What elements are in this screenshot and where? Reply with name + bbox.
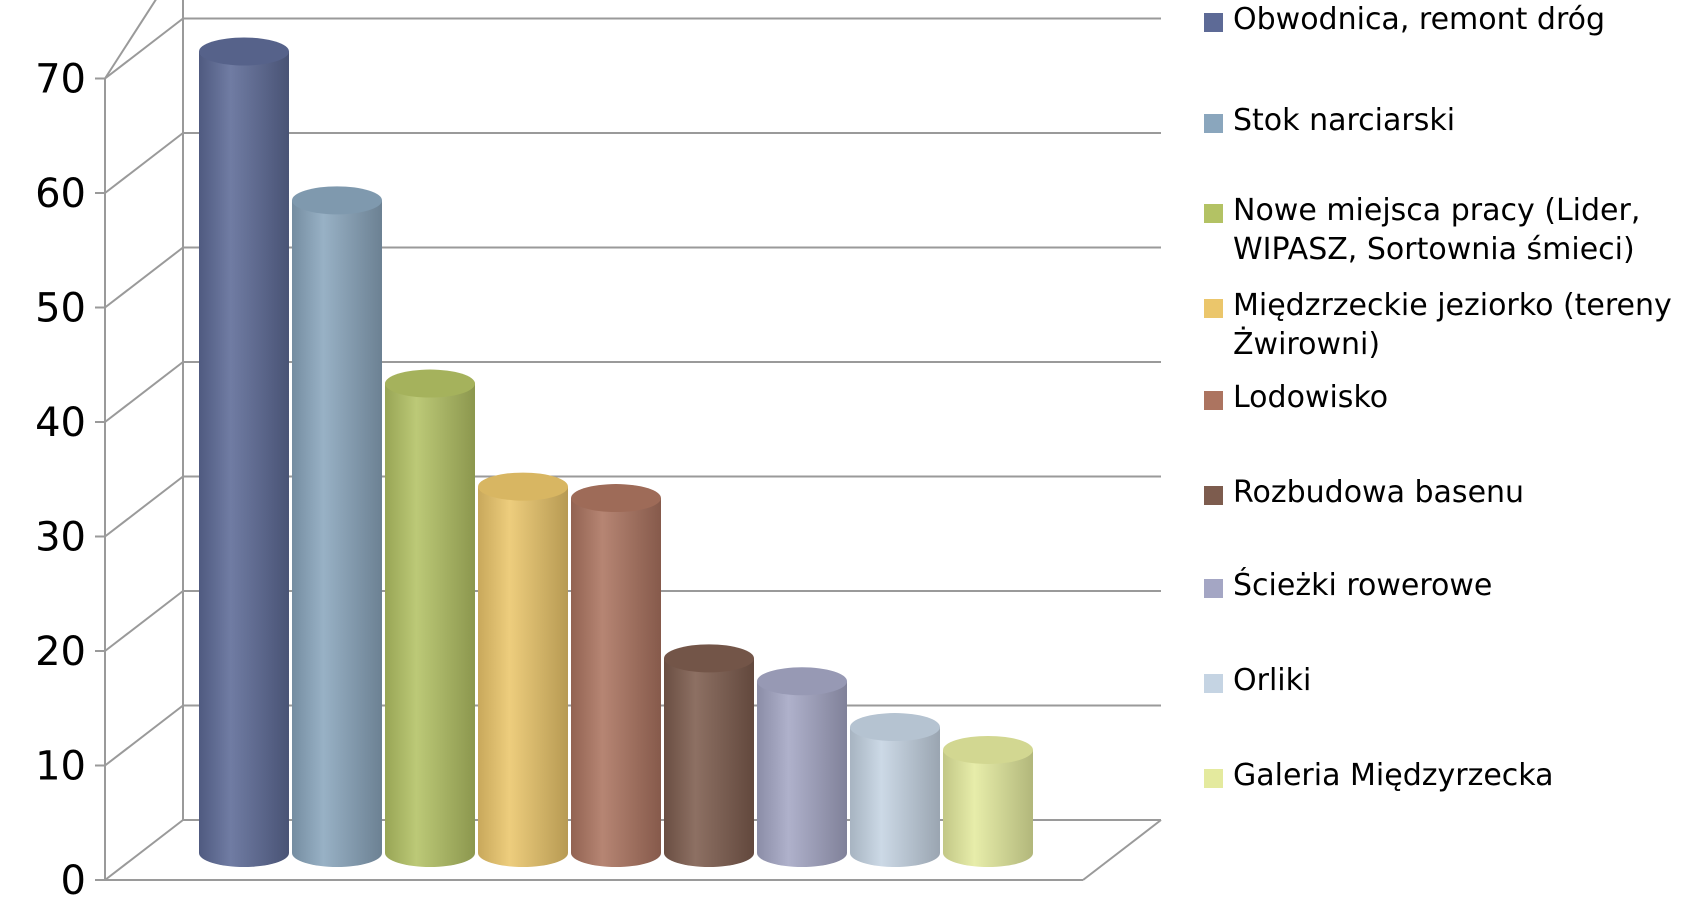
legend-label: Nowe miejsca pracy (Lider, WIPASZ, Sorto… bbox=[1233, 193, 1641, 267]
floor-right-edge bbox=[1082, 819, 1162, 881]
bar bbox=[385, 369, 475, 867]
legend-label: Ścieżki rowerowe bbox=[1233, 568, 1493, 603]
bar-body bbox=[478, 486, 568, 867]
legend: Obwodnica, remont dróg Stok narciarski Now… bbox=[1204, 0, 1698, 903]
bar-body bbox=[199, 51, 289, 867]
bar-top bbox=[478, 472, 568, 501]
legend-swatch bbox=[1204, 204, 1223, 223]
legend-item: Nowe miejsca pracy (Lider, WIPASZ, Sorto… bbox=[1204, 191, 1673, 269]
gridline-diagonal bbox=[104, 17, 184, 80]
gridline-diagonal bbox=[104, 0, 157, 80]
bar bbox=[292, 186, 382, 867]
y-tick-label: 50 bbox=[35, 286, 86, 332]
legend-item: Rozbudowa basenu bbox=[1204, 473, 1673, 512]
legend-item: Stok narciarski bbox=[1204, 101, 1673, 140]
bar-top bbox=[571, 484, 661, 513]
gridline-diagonal bbox=[104, 132, 184, 194]
y-tick-label: 0 bbox=[61, 858, 86, 903]
bar-top bbox=[292, 186, 382, 215]
legend-swatch bbox=[1204, 579, 1223, 598]
legend-swatch bbox=[1204, 299, 1223, 318]
gridline-diagonal bbox=[104, 475, 184, 538]
bar-top bbox=[664, 644, 754, 673]
y-tick-label: 20 bbox=[35, 629, 86, 675]
chart-walls bbox=[104, 0, 1162, 881]
bar bbox=[199, 37, 289, 867]
bar-body bbox=[943, 749, 1033, 867]
gridline-diagonal bbox=[104, 246, 184, 309]
y-tick-label: 60 bbox=[35, 171, 86, 217]
legend-label: Orliki bbox=[1233, 663, 1312, 698]
legend-label: Lodowisko bbox=[1233, 380, 1389, 415]
y-tick-label: 10 bbox=[35, 744, 86, 790]
bars bbox=[199, 37, 1033, 867]
bar-top bbox=[757, 667, 847, 696]
legend-item: Międzrzeckie jeziorko (tereny Żwirowni) bbox=[1204, 286, 1673, 364]
bar-top bbox=[385, 369, 475, 398]
gridline-diagonal bbox=[104, 819, 184, 881]
legend-item: Orliki bbox=[1204, 661, 1673, 700]
legend-label: Rozbudowa basenu bbox=[1233, 475, 1525, 510]
bar-body bbox=[292, 200, 382, 867]
legend-item: Ścieżki rowerowe bbox=[1204, 566, 1673, 605]
bar bbox=[943, 735, 1033, 867]
legend-label: Stok narciarski bbox=[1233, 103, 1456, 138]
legend-item: Lodowisko bbox=[1204, 378, 1673, 417]
legend-item: Obwodnica, remont dróg bbox=[1204, 0, 1673, 39]
y-axis: 0 10 20 30 40 50 60 70 bbox=[35, 57, 105, 903]
gridline-diagonal bbox=[104, 704, 184, 767]
legend-swatch bbox=[1204, 13, 1223, 32]
legend-swatch bbox=[1204, 769, 1223, 788]
bar-top bbox=[943, 735, 1033, 764]
legend-label: Obwodnica, remont dróg bbox=[1233, 2, 1606, 37]
bar-top bbox=[850, 713, 940, 742]
y-tick-label: 40 bbox=[35, 400, 86, 446]
bar-body bbox=[571, 498, 661, 867]
legend-swatch bbox=[1204, 114, 1223, 133]
bar bbox=[478, 472, 568, 867]
bar-body bbox=[757, 681, 847, 867]
legend-label: Galeria Międzyrzecka bbox=[1233, 758, 1554, 793]
bar bbox=[850, 713, 940, 867]
legend-label: Międzrzeckie jeziorko (tereny Żwirowni) bbox=[1233, 288, 1672, 362]
bar bbox=[571, 484, 661, 867]
y-tick-label: 30 bbox=[35, 515, 86, 561]
gridline-diagonal bbox=[104, 590, 184, 652]
bar-body bbox=[664, 658, 754, 867]
bar-top bbox=[199, 37, 289, 66]
bar-body bbox=[385, 383, 475, 867]
legend-item: Galeria Międzyrzecka bbox=[1204, 756, 1673, 795]
y-tick-label: 70 bbox=[35, 57, 86, 103]
bar bbox=[664, 644, 754, 867]
legend-swatch bbox=[1204, 391, 1223, 410]
bar-body bbox=[850, 727, 940, 867]
bar bbox=[757, 667, 847, 867]
legend-swatch bbox=[1204, 486, 1223, 505]
legend-swatch bbox=[1204, 674, 1223, 693]
gridline-diagonal bbox=[104, 361, 184, 423]
